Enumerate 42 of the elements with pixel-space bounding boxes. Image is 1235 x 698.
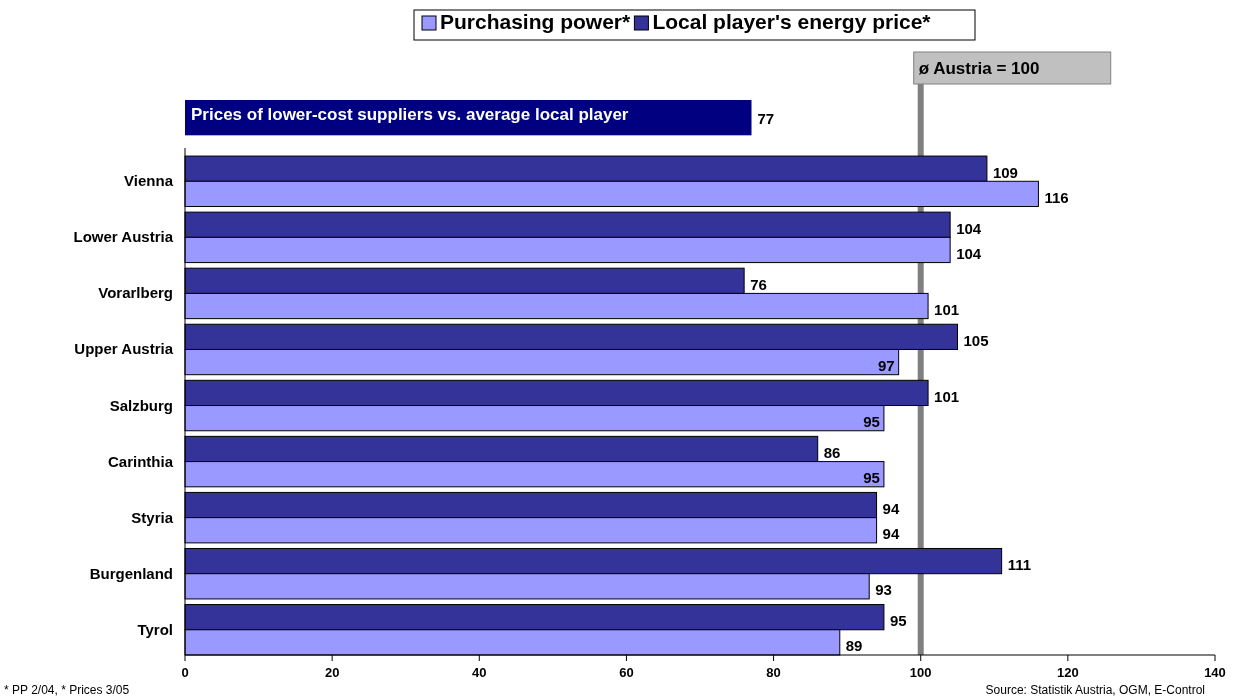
data-label: 94	[882, 500, 900, 518]
text: * PP 2/04, * Prices 3/05	[4, 683, 130, 697]
data-label: 76	[750, 275, 767, 293]
legend-label: Local player's energy price*	[652, 10, 932, 33]
y-tick-label: Salzburg	[109, 396, 173, 414]
y-tick-label: Tyrol	[137, 620, 173, 638]
x-tick-label: 100	[909, 665, 932, 680]
data-label: 104	[956, 219, 982, 237]
data-label: 111	[1007, 556, 1032, 574]
data-label: 105	[963, 331, 989, 349]
y-tick-label: Vorarlberg	[98, 284, 173, 302]
x-tick-label: 60	[619, 665, 634, 680]
y-tick-label: Carinthia	[107, 452, 174, 470]
data-label: 97	[877, 357, 895, 375]
data-label: 95	[863, 413, 880, 431]
data-label: 77	[757, 109, 775, 127]
data-label: 93	[875, 581, 892, 599]
data-label: 101	[934, 387, 960, 405]
data-label: 116	[1044, 188, 1069, 206]
y-tick-label: Lower Austria	[73, 228, 174, 246]
x-tick-label: 140	[1204, 665, 1226, 680]
data-label: 109	[992, 163, 1018, 181]
data-label: 86	[823, 443, 841, 461]
data-label: 95	[889, 612, 907, 630]
data-label: 101	[934, 300, 960, 318]
x-tick-label: 0	[181, 665, 189, 680]
y-tick-label: Styria	[131, 508, 174, 526]
y-tick-label: Upper Austria	[74, 340, 174, 358]
x-tick-label: 120	[1057, 665, 1079, 680]
source-note: Source: Statistik Austria, OGM, E-Control	[985, 683, 1205, 697]
legend-label: Purchasing power*	[440, 10, 632, 33]
annotation: Prices of lower-cost suppliers vs. average local player	[191, 105, 629, 125]
y-tick-label: Burgenland	[89, 564, 173, 582]
x-tick-label: 80	[766, 665, 781, 680]
ref-line-label: ø Austria = 100	[918, 59, 1040, 78]
x-tick-label: 20	[324, 665, 340, 680]
data-label: 104	[956, 244, 982, 262]
x-tick-label: 40	[472, 665, 487, 680]
data-label: 94	[882, 525, 900, 543]
y-tick-label: Vienna	[124, 172, 174, 190]
data-label: 89	[845, 637, 863, 655]
data-label: 95	[863, 469, 880, 487]
